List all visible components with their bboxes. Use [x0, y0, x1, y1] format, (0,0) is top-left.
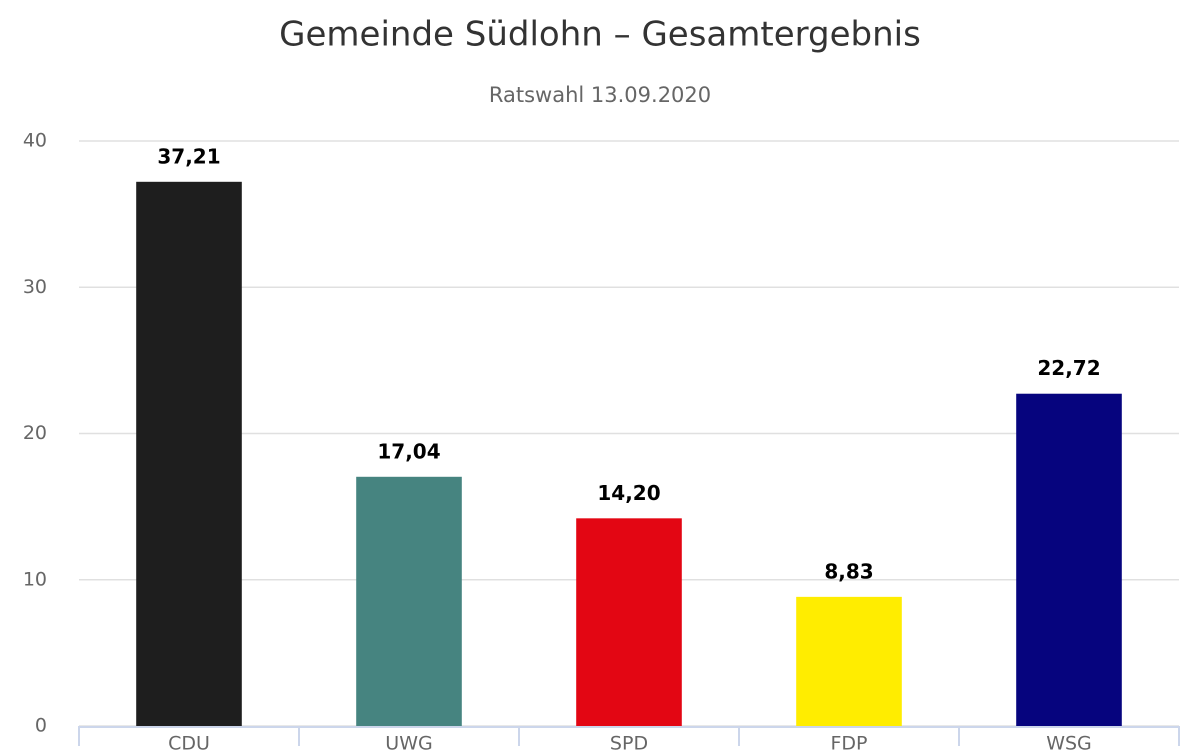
chart-title: Gemeinde Südlohn – Gesamtergebnis [279, 15, 921, 55]
chart-subtitle: Ratswahl 13.09.2020 [489, 83, 711, 107]
x-tick-label: UWG [385, 733, 432, 750]
data-label: 22,72 [1037, 356, 1100, 380]
y-tick-label: 40 [23, 130, 47, 152]
bar [136, 181, 242, 726]
y-tick-label: 10 [23, 568, 47, 590]
x-tick-label: FDP [830, 733, 867, 750]
x-tick-label: WSG [1046, 733, 1092, 750]
x-tick-label: SPD [610, 733, 648, 750]
bar [576, 518, 682, 726]
y-tick-label: 0 [35, 715, 47, 737]
data-label: 14,20 [597, 481, 660, 505]
bar [1016, 393, 1122, 726]
x-tick-label: CDU [168, 733, 210, 750]
data-label: 37,21 [157, 144, 220, 168]
y-tick-label: 30 [23, 276, 47, 298]
data-label: 17,04 [377, 439, 440, 463]
y-tick-label: 20 [23, 422, 47, 444]
data-label: 8,83 [824, 559, 873, 583]
bar [356, 476, 462, 726]
bar [796, 596, 902, 726]
